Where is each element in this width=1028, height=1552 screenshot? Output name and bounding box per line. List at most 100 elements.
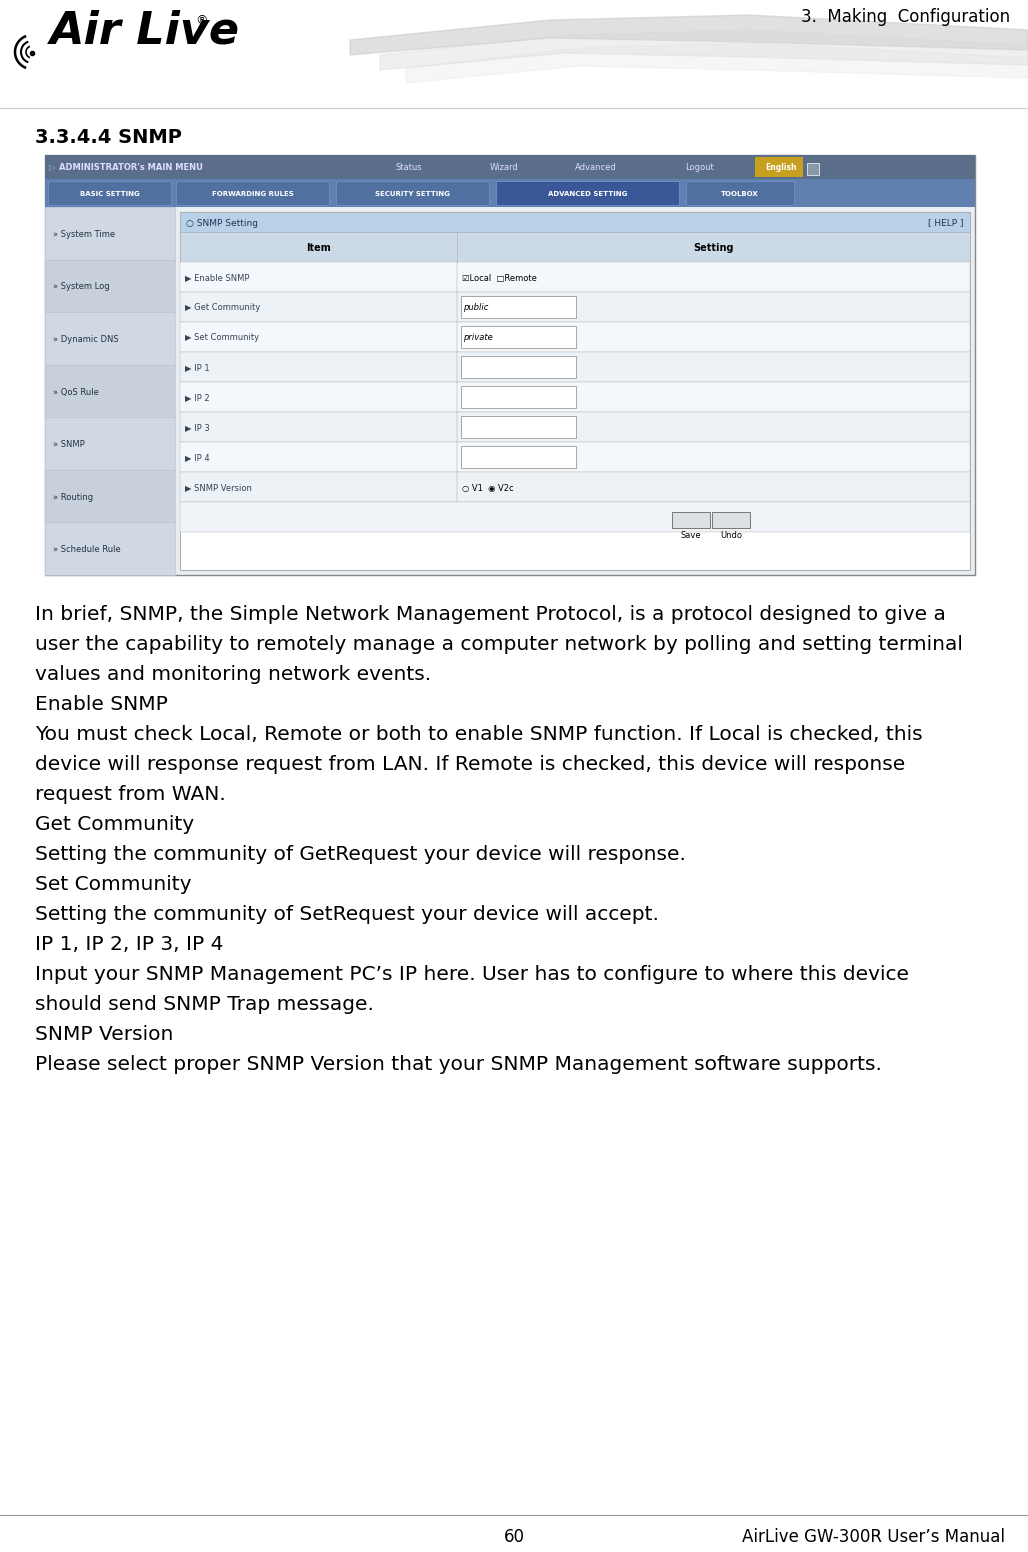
Text: Get Community: Get Community: [35, 815, 194, 833]
Text: » Schedule Rule: » Schedule Rule: [53, 545, 120, 554]
Text: Set Community: Set Community: [35, 875, 191, 894]
Bar: [461, 386, 576, 408]
Bar: [461, 326, 576, 348]
Text: » System Log: » System Log: [53, 282, 110, 292]
Text: » Routing: » Routing: [53, 492, 94, 501]
Bar: [45, 523, 175, 574]
Bar: [755, 157, 803, 177]
Text: Undo: Undo: [721, 531, 742, 540]
Bar: [180, 352, 970, 382]
Text: ADMINISTRATOR's MAIN MENU: ADMINISTRATOR's MAIN MENU: [59, 163, 203, 172]
Text: You must check Local, Remote or both to enable SNMP function. If Local is checke: You must check Local, Remote or both to …: [35, 725, 922, 743]
Text: ▶ IP 4: ▶ IP 4: [185, 453, 210, 462]
Text: Setting the community of SetRequest your device will accept.: Setting the community of SetRequest your…: [35, 905, 659, 923]
Text: ▷: ▷: [49, 163, 56, 172]
Text: ▶ IP 3: ▶ IP 3: [185, 424, 210, 433]
Bar: [45, 206, 175, 259]
Text: ☑Local  □Remote: ☑Local □Remote: [463, 273, 538, 282]
Text: request from WAN.: request from WAN.: [35, 785, 226, 804]
Text: English: English: [765, 163, 797, 172]
Text: ▶ IP 1: ▶ IP 1: [185, 363, 210, 372]
Text: 3.  Making  Configuration: 3. Making Configuration: [801, 8, 1009, 26]
FancyBboxPatch shape: [672, 512, 710, 528]
Text: Wizard: Wizard: [490, 163, 519, 172]
Text: SNMP Version: SNMP Version: [35, 1024, 174, 1044]
Bar: [461, 355, 576, 379]
Text: Setting: Setting: [693, 244, 734, 253]
Text: Please select proper SNMP Version that your SNMP Management software supports.: Please select proper SNMP Version that y…: [35, 1055, 882, 1074]
Bar: [461, 416, 576, 438]
Bar: [180, 262, 970, 292]
Bar: [180, 411, 970, 442]
Bar: [45, 312, 175, 365]
Bar: [495, 182, 680, 205]
Text: ○ V1  ◉ V2c: ○ V1 ◉ V2c: [463, 484, 514, 492]
Bar: [176, 182, 329, 205]
Text: Status: Status: [395, 163, 421, 172]
Text: AirLive GW-300R User’s Manual: AirLive GW-300R User’s Manual: [742, 1529, 1005, 1546]
Text: TOOLBOX: TOOLBOX: [721, 191, 759, 197]
Text: user the capability to remotely manage a computer network by polling and setting: user the capability to remotely manage a…: [35, 635, 963, 653]
Bar: [180, 292, 970, 321]
Text: Item: Item: [306, 244, 331, 253]
Text: 3.3.4.4 SNMP: 3.3.4.4 SNMP: [35, 127, 182, 147]
Text: Setting the community of GetRequest your device will response.: Setting the community of GetRequest your…: [35, 844, 686, 864]
Bar: [45, 206, 175, 574]
Text: In brief, SNMP, the Simple Network Management Protocol, is a protocol designed t: In brief, SNMP, the Simple Network Manag…: [35, 605, 946, 624]
Polygon shape: [350, 16, 1028, 54]
Bar: [180, 213, 970, 570]
Bar: [180, 501, 970, 532]
Text: ADVANCED SETTING: ADVANCED SETTING: [548, 191, 627, 197]
Text: ▶ Enable SNMP: ▶ Enable SNMP: [185, 273, 250, 282]
Text: IP 1, IP 2, IP 3, IP 4: IP 1, IP 2, IP 3, IP 4: [35, 934, 223, 954]
Bar: [45, 155, 975, 574]
Bar: [461, 445, 576, 469]
Bar: [48, 182, 171, 205]
Text: ▶ Get Community: ▶ Get Community: [185, 304, 260, 312]
Text: public: public: [464, 304, 489, 312]
Text: device will response request from LAN. If Remote is checked, this device will re: device will response request from LAN. I…: [35, 754, 906, 774]
Text: should send SNMP Trap message.: should send SNMP Trap message.: [35, 995, 374, 1013]
Text: values and monitoring network events.: values and monitoring network events.: [35, 664, 431, 684]
Bar: [180, 472, 970, 501]
Text: Save: Save: [681, 531, 701, 540]
Polygon shape: [406, 43, 1028, 82]
Bar: [45, 155, 975, 178]
Bar: [45, 470, 175, 523]
Bar: [180, 231, 970, 262]
Polygon shape: [380, 29, 1028, 70]
Bar: [180, 213, 970, 231]
Text: BASIC SETTING: BASIC SETTING: [79, 191, 140, 197]
Bar: [180, 442, 970, 472]
Bar: [686, 182, 794, 205]
Text: » System Time: » System Time: [53, 230, 115, 239]
Bar: [45, 365, 175, 417]
Bar: [45, 259, 175, 312]
Text: ▶ Set Community: ▶ Set Community: [185, 334, 259, 343]
Text: » Dynamic DNS: » Dynamic DNS: [53, 335, 118, 345]
Text: ▶ IP 2: ▶ IP 2: [185, 394, 210, 402]
Bar: [180, 382, 970, 411]
Bar: [807, 163, 819, 175]
Text: FORWARDING RULES: FORWARDING RULES: [212, 191, 293, 197]
Text: Advanced: Advanced: [575, 163, 617, 172]
Text: » QoS Rule: » QoS Rule: [53, 388, 99, 396]
Text: Logout: Logout: [685, 163, 713, 172]
Text: [ HELP ]: [ HELP ]: [928, 219, 964, 228]
Text: ○ SNMP Setting: ○ SNMP Setting: [186, 219, 258, 228]
Text: Enable SNMP: Enable SNMP: [35, 695, 168, 714]
Bar: [336, 182, 489, 205]
Text: Input your SNMP Management PC’s IP here. User has to configure to where this dev: Input your SNMP Management PC’s IP here.…: [35, 965, 909, 984]
Text: Air Live: Air Live: [50, 9, 240, 53]
Bar: [45, 417, 175, 470]
Bar: [180, 321, 970, 352]
Text: ▶ SNMP Version: ▶ SNMP Version: [185, 484, 252, 492]
Text: 60: 60: [504, 1529, 524, 1546]
Text: private: private: [464, 334, 493, 343]
Text: ®: ®: [195, 14, 208, 26]
FancyBboxPatch shape: [712, 512, 750, 528]
Text: SECURITY SETTING: SECURITY SETTING: [375, 191, 450, 197]
Bar: [45, 178, 975, 206]
Text: » SNMP: » SNMP: [53, 441, 84, 449]
Bar: [461, 296, 576, 318]
